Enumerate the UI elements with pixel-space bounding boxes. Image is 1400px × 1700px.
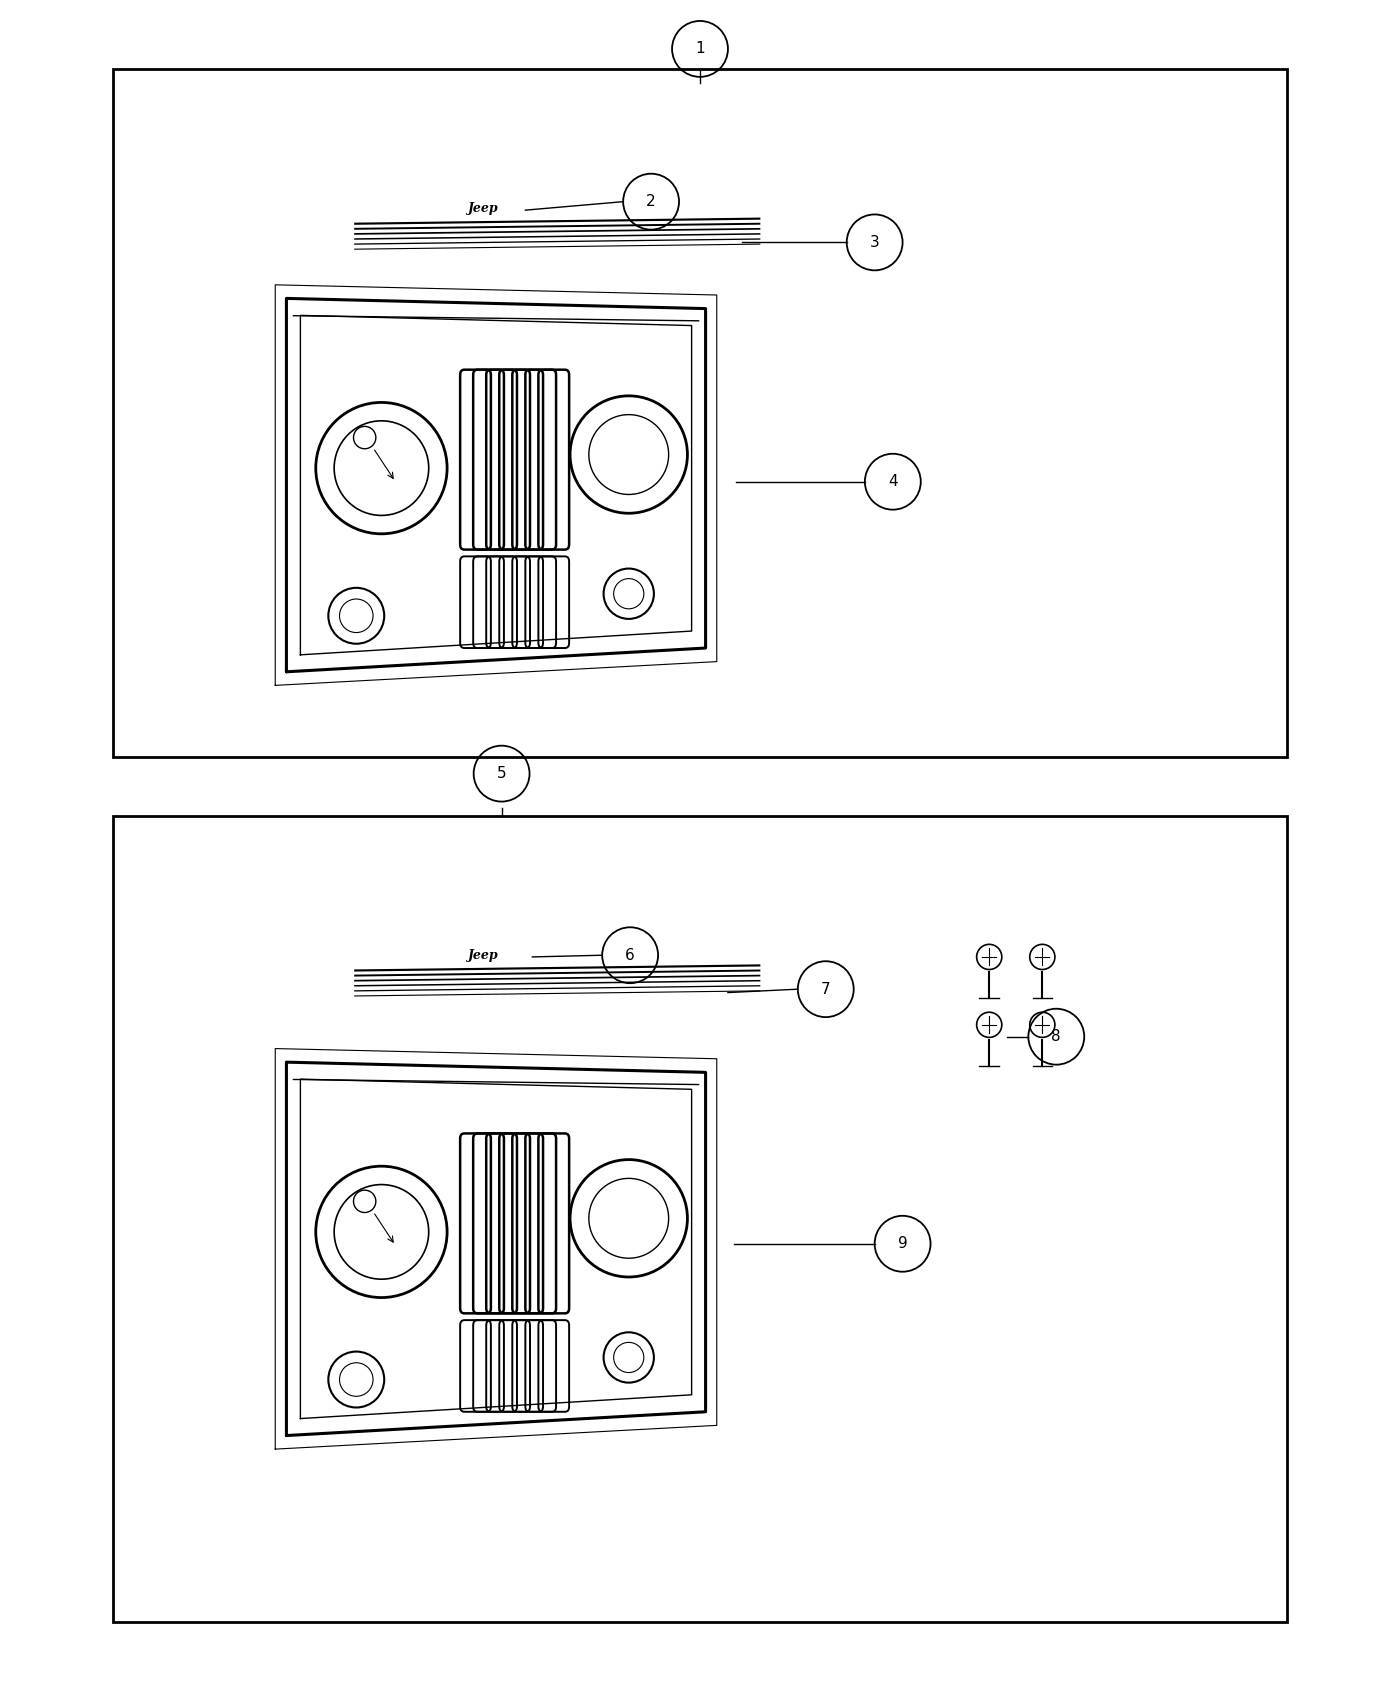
- Text: Jeep: Jeep: [468, 202, 498, 214]
- Text: 6: 6: [626, 947, 636, 962]
- Text: 3: 3: [869, 235, 879, 250]
- Text: 9: 9: [897, 1236, 907, 1251]
- Text: 4: 4: [888, 474, 897, 490]
- Text: 1: 1: [696, 41, 704, 56]
- Text: 8: 8: [1051, 1028, 1061, 1044]
- Bar: [113, 816, 1287, 1622]
- Text: Jeep: Jeep: [468, 949, 498, 962]
- Text: 2: 2: [647, 194, 657, 209]
- Bar: [113, 70, 1287, 757]
- Text: 5: 5: [497, 767, 507, 780]
- Text: 7: 7: [820, 981, 830, 996]
